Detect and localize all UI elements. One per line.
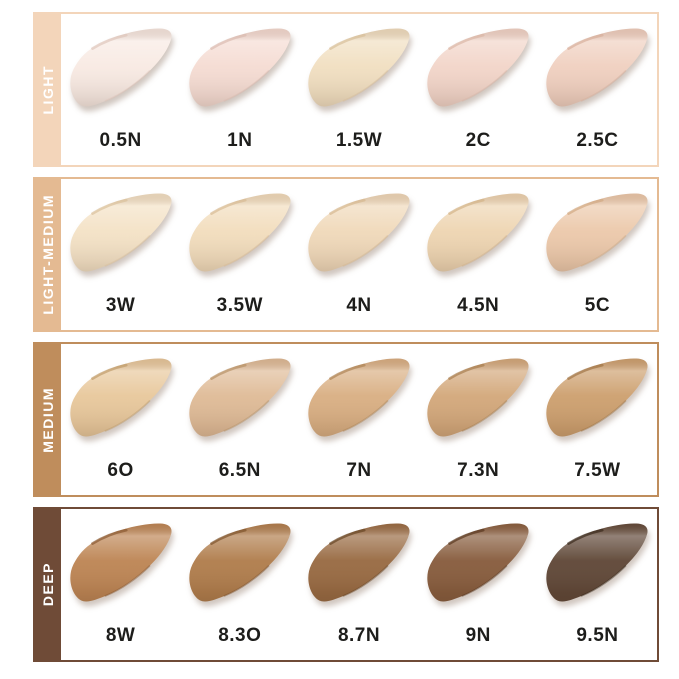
foundation-smear-icon: [69, 358, 172, 437]
row-category-band: LIGHT-MEDIUM: [35, 179, 61, 330]
shade-name: 4.5N: [457, 295, 500, 316]
shade-swatch: 8W: [61, 509, 180, 660]
swatch-list: 3W 3.5W 4N 4.5N 5C: [61, 179, 657, 330]
row-category-label: MEDIUM: [40, 386, 56, 453]
shade-swatch: 8.7N: [299, 509, 418, 660]
shade-name: 1N: [227, 130, 253, 151]
foundation-smear-icon: [69, 523, 172, 602]
shade-swatch: 3W: [61, 179, 180, 330]
shade-name: 0.5N: [99, 130, 142, 151]
row-category-label: DEEP: [40, 562, 56, 607]
foundation-smear-icon: [546, 193, 648, 272]
shade-name: 9.5N: [576, 625, 619, 646]
row-category-band: MEDIUM: [35, 344, 61, 495]
shade-swatch: 4.5N: [419, 179, 538, 330]
shade-chart: LIGHT 0.5N 1N 1.5W: [33, 12, 659, 662]
shade-swatch: 1N: [180, 14, 299, 165]
shade-row: LIGHT 0.5N 1N 1.5W: [33, 12, 659, 167]
foundation-smear-icon: [546, 523, 648, 602]
shade-row: MEDIUM 6O 6.5N 7N: [33, 342, 659, 497]
shade-name: 8W: [105, 625, 136, 646]
foundation-smear-icon: [427, 358, 529, 437]
shade-name: 6O: [107, 460, 134, 481]
row-category-band: LIGHT: [35, 14, 61, 165]
row-category-band: DEEP: [35, 509, 61, 660]
row-category-label: LIGHT-MEDIUM: [40, 194, 56, 315]
foundation-smear-icon: [308, 358, 410, 437]
swatch-list: 6O 6.5N 7N 7.3N 7.5W: [61, 344, 657, 495]
shade-swatch: 9N: [419, 509, 538, 660]
shade-name: 3W: [105, 295, 136, 316]
foundation-smear-icon: [308, 523, 410, 602]
shade-name: 8.7N: [337, 625, 381, 646]
shade-name: 2.5C: [576, 130, 619, 151]
shade-swatch: 3.5W: [180, 179, 299, 330]
shade-row: DEEP 8W 8.3O 8.7N: [33, 507, 659, 662]
swatch-list: 0.5N 1N 1.5W 2C 2.5C: [61, 14, 657, 165]
foundation-smear-icon: [69, 28, 172, 107]
foundation-smear-icon: [308, 193, 410, 272]
foundation-smear-icon: [189, 28, 291, 107]
swatch-list: 8W 8.3O 8.7N 9N 9.5N: [61, 509, 657, 660]
shade-swatch: 9.5N: [538, 509, 657, 660]
shade-name: 7.5W: [574, 460, 621, 481]
shade-swatch: 7N: [299, 344, 418, 495]
foundation-smear-icon: [308, 28, 410, 107]
shade-swatch: 4N: [299, 179, 418, 330]
row-category-label: LIGHT: [40, 64, 56, 115]
foundation-smear-icon: [189, 193, 291, 272]
foundation-smear-icon: [189, 523, 291, 602]
shade-name: 7.3N: [457, 460, 500, 481]
shade-swatch: 7.3N: [419, 344, 538, 495]
foundation-smear-icon: [189, 358, 291, 437]
shade-name: 5C: [584, 295, 611, 316]
foundation-smear-icon: [427, 28, 529, 107]
shade-swatch: 1.5W: [299, 14, 418, 165]
shade-name: 8.3O: [218, 625, 262, 646]
shade-name: 9N: [465, 625, 491, 646]
shade-swatch: 6.5N: [180, 344, 299, 495]
foundation-smear-icon: [69, 193, 172, 272]
shade-name: 1.5W: [335, 130, 383, 151]
shade-swatch: 6O: [61, 344, 180, 495]
shade-name: 4N: [346, 295, 372, 316]
foundation-smear-icon: [427, 523, 529, 602]
shade-swatch: 8.3O: [180, 509, 299, 660]
shade-name: 3.5W: [216, 295, 263, 316]
shade-row: LIGHT-MEDIUM 3W 3.5W 4N: [33, 177, 659, 332]
foundation-smear-icon: [546, 358, 648, 437]
shade-swatch: 7.5W: [538, 344, 657, 495]
shade-name: 2C: [465, 130, 491, 151]
shade-swatch: 2C: [419, 14, 538, 165]
shade-swatch: 0.5N: [61, 14, 180, 165]
shade-name: 7N: [346, 460, 372, 481]
shade-name: 6.5N: [218, 460, 261, 481]
shade-swatch: 2.5C: [538, 14, 657, 165]
shade-swatch: 5C: [538, 179, 657, 330]
foundation-smear-icon: [546, 28, 648, 107]
foundation-smear-icon: [427, 193, 529, 272]
